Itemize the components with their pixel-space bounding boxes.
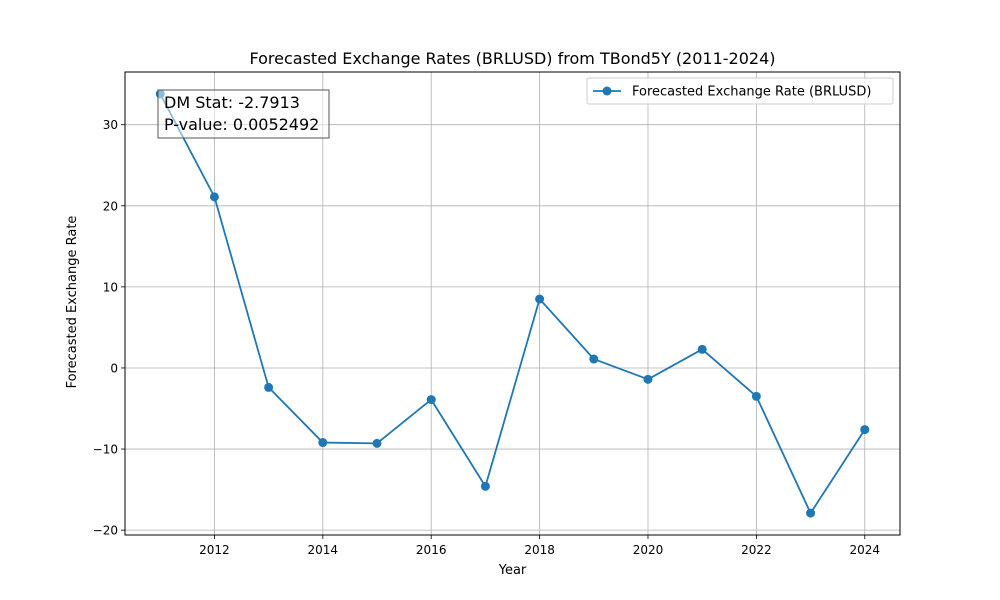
y-axis: −20 −10 0 10 20 30 — [93, 118, 125, 538]
data-point-2016 — [426, 395, 436, 405]
y-tick-label: 0 — [110, 361, 118, 375]
series-line-0 — [159, 93, 866, 515]
data-point-2015 — [372, 438, 382, 448]
data-point-2023 — [806, 508, 816, 518]
annotation-box: DM Stat: -2.7913 P-value: 0.0052492 — [157, 89, 330, 139]
annotation-dm-stat: DM Stat: -2.7913 — [164, 93, 300, 112]
data-point-2024 — [860, 425, 870, 435]
annotation-frame — [157, 89, 330, 139]
x-tick-label: 2014 — [308, 543, 339, 557]
legend-entry: Forecasted Exchange Rate (BRLUSD) — [632, 85, 871, 100]
annotation-p-value: P-value: 0.0052492 — [164, 115, 319, 134]
legend: Forecasted Exchange Rate (BRLUSD) — [586, 77, 894, 105]
y-tick-label: 20 — [103, 199, 118, 213]
x-tick-label: 2022 — [741, 543, 772, 557]
data-point-2014 — [318, 438, 328, 448]
x-tick-label: 2018 — [524, 543, 555, 557]
chart-title: Forecasted Exchange Rates (BRLUSD) from … — [249, 49, 775, 68]
data-point-2020 — [643, 374, 653, 384]
x-tick-label: 2024 — [849, 543, 880, 557]
y-tick-label: 10 — [103, 280, 118, 294]
series-group — [155, 89, 870, 518]
data-point-2012 — [209, 192, 219, 202]
data-point-2017 — [480, 481, 490, 491]
y-axis-label: Forecasted Exchange Rate — [65, 216, 80, 389]
grid — [125, 72, 900, 535]
x-axis: 2012 2014 2016 2018 2020 2022 2024 — [199, 535, 880, 557]
plot-frame — [124, 71, 901, 536]
y-tick-label: −20 — [93, 524, 118, 538]
y-tick-label: −10 — [93, 443, 118, 457]
x-axis-label: Year — [498, 563, 527, 578]
data-point-2018 — [535, 294, 545, 304]
x-tick-label: 2020 — [633, 543, 664, 557]
y-tick-label: 30 — [103, 118, 118, 132]
data-point-2022 — [751, 391, 761, 401]
data-point-2021 — [697, 344, 707, 354]
data-point-2019 — [589, 354, 599, 364]
legend-box — [586, 77, 894, 105]
legend-marker-swatch — [602, 86, 612, 96]
x-tick-label: 2016 — [416, 543, 447, 557]
data-point-2013 — [264, 382, 274, 392]
x-tick-label: 2012 — [199, 543, 230, 557]
